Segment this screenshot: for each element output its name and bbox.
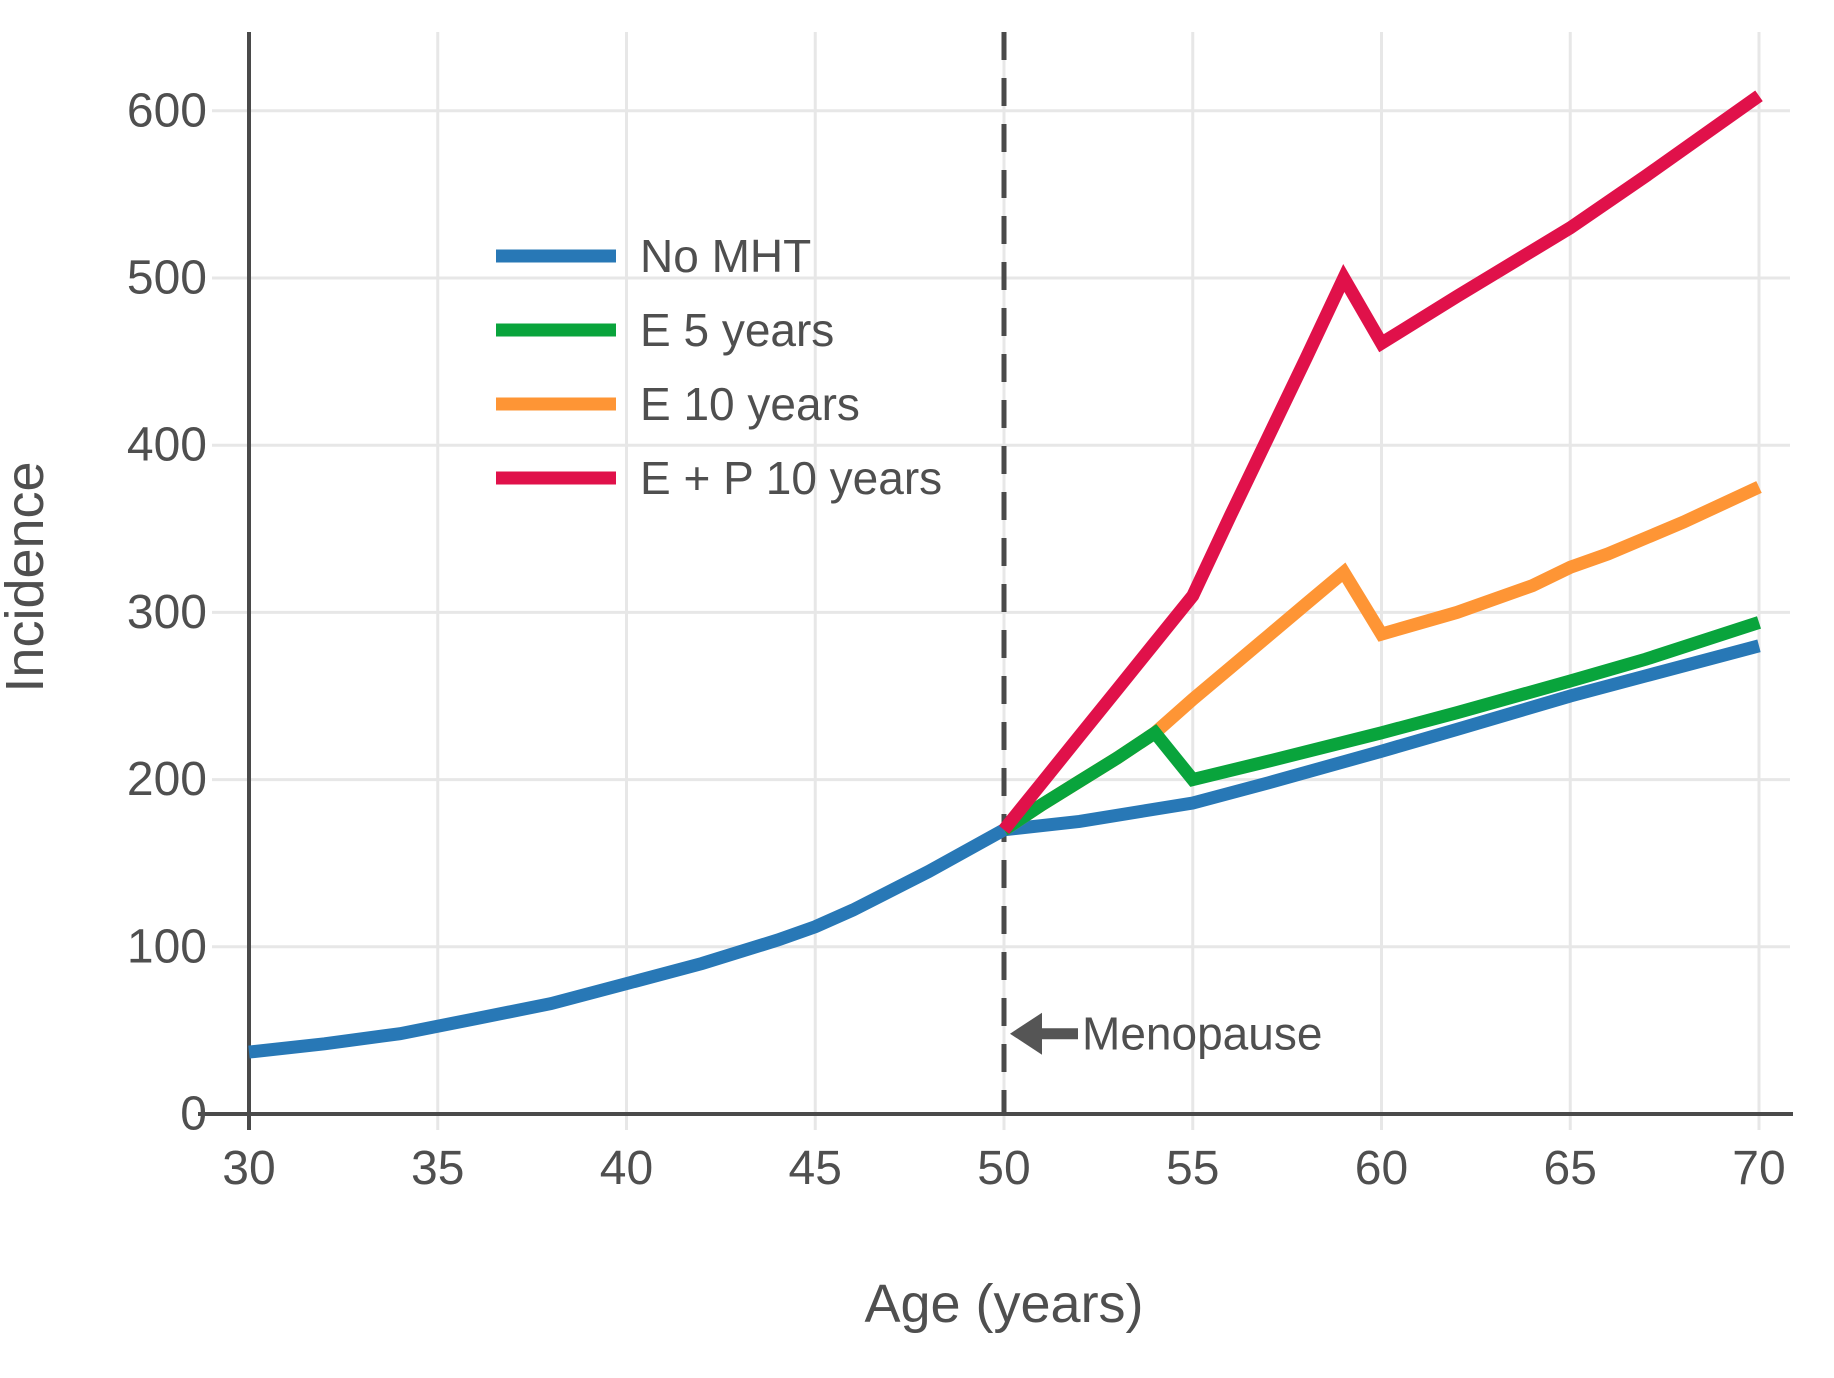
x-tick-label-35: 35 — [411, 1142, 464, 1195]
gridlines-layer — [212, 32, 1790, 1130]
legend-label-no-mht: No MHT — [640, 230, 811, 282]
data-series-layer — [248, 90, 1763, 1059]
annotation-layer — [1010, 1012, 1078, 1055]
x-tick-label-40: 40 — [600, 1142, 653, 1195]
legend-label-e-p-10-years: E + P 10 years — [640, 452, 942, 504]
x-tick-label-60: 60 — [1355, 1142, 1408, 1195]
menopause-annotation-label: Menopause — [1082, 1008, 1322, 1060]
series-line-no-mht — [248, 639, 1761, 1059]
legend-item-no-mht: No MHT — [496, 230, 811, 282]
legend-label-e-10-years: E 10 years — [640, 378, 860, 430]
y-tick-label-400: 400 — [127, 419, 207, 472]
y-tick-label-200: 200 — [127, 753, 207, 806]
y-tick-label-600: 600 — [127, 84, 207, 137]
y-tick-label-0: 0 — [180, 1088, 207, 1141]
y-tick-label-100: 100 — [127, 920, 207, 973]
x-axis-title: Age (years) — [864, 1274, 1143, 1334]
legend: No MHT E 5 years E 10 years E + P 10 years — [496, 230, 942, 504]
legend-label-e-5-years: E 5 years — [640, 304, 834, 356]
legend-item-e-10-years: E 10 years — [496, 378, 860, 430]
series-line-e-p-10-years — [998, 90, 1763, 834]
x-tick-label-45: 45 — [789, 1142, 842, 1195]
x-tick-label-70: 70 — [1732, 1142, 1785, 1195]
x-tick-label-50: 50 — [977, 1142, 1030, 1195]
x-tick-label-55: 55 — [1166, 1142, 1219, 1195]
axes-layer — [198, 32, 1793, 1130]
y-tick-label-500: 500 — [127, 252, 207, 305]
x-tick-label-30: 30 — [222, 1142, 275, 1195]
tick-labels-layer: 0 100 200 300 400 500 600 30 35 40 45 50 55 60 65 70 — [127, 84, 1786, 1195]
legend-item-e-p-10-years: E + P 10 years — [496, 452, 942, 504]
series-line-e-5-years — [1000, 616, 1762, 836]
y-tick-label-300: 300 — [127, 586, 207, 639]
legend-item-e-5-years: E 5 years — [496, 304, 834, 356]
x-tick-label-65: 65 — [1544, 1142, 1597, 1195]
menopause-arrow-head-icon — [1010, 1012, 1042, 1055]
y-axis-title: Incidence — [0, 461, 55, 692]
